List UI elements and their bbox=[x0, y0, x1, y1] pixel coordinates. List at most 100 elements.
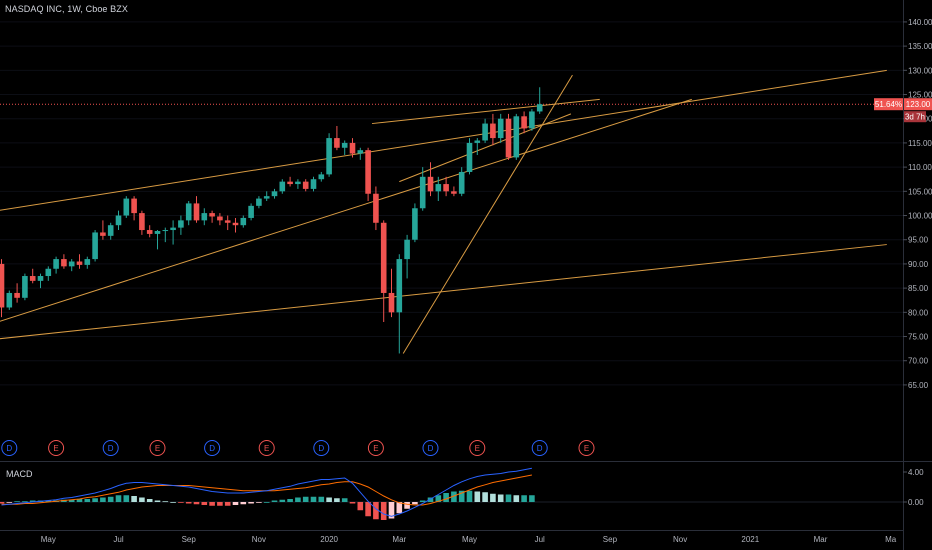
candle[interactable] bbox=[37, 273, 44, 289]
candle[interactable] bbox=[513, 113, 520, 160]
candle[interactable] bbox=[22, 273, 28, 301]
trendline[interactable] bbox=[371, 98, 600, 125]
candle[interactable] bbox=[6, 290, 13, 310]
candle[interactable] bbox=[451, 186, 457, 197]
candle[interactable] bbox=[505, 113, 512, 160]
candle[interactable] bbox=[419, 167, 426, 211]
dividend-marker[interactable]: D bbox=[204, 440, 221, 456]
candle[interactable] bbox=[435, 176, 442, 201]
candle[interactable] bbox=[139, 210, 145, 235]
candle[interactable] bbox=[326, 133, 332, 177]
candle[interactable] bbox=[373, 186, 379, 231]
price-tick-label: 140.00 bbox=[908, 18, 932, 27]
trendline[interactable] bbox=[402, 74, 573, 354]
candle[interactable] bbox=[45, 266, 52, 281]
candle[interactable] bbox=[115, 210, 122, 231]
trendlines[interactable] bbox=[0, 69, 887, 354]
dividend-marker[interactable]: D bbox=[531, 440, 548, 456]
candle[interactable] bbox=[357, 147, 364, 160]
time-tick-label: 2021 bbox=[741, 535, 759, 544]
candle[interactable] bbox=[287, 176, 293, 187]
macd-pane[interactable] bbox=[0, 467, 903, 520]
macd-line bbox=[1, 467, 532, 517]
candle[interactable] bbox=[29, 268, 36, 284]
candle[interactable] bbox=[474, 138, 481, 156]
candle[interactable] bbox=[412, 203, 418, 243]
candle[interactable] bbox=[443, 176, 449, 197]
event-marker-circle bbox=[531, 440, 548, 456]
candle[interactable] bbox=[224, 215, 231, 231]
candle[interactable] bbox=[341, 140, 348, 156]
candle[interactable] bbox=[76, 254, 83, 269]
candle[interactable] bbox=[396, 254, 403, 354]
candle[interactable] bbox=[256, 196, 262, 209]
candle[interactable] bbox=[529, 109, 535, 131]
candle[interactable] bbox=[107, 222, 114, 240]
candle[interactable] bbox=[248, 203, 254, 221]
candle[interactable] bbox=[201, 208, 208, 226]
candle[interactable] bbox=[170, 220, 176, 245]
candle[interactable] bbox=[271, 188, 278, 199]
candles[interactable] bbox=[0, 87, 543, 354]
candle[interactable] bbox=[178, 215, 184, 235]
candle[interactable] bbox=[427, 162, 434, 197]
earnings-marker[interactable]: E bbox=[149, 440, 166, 456]
candle[interactable] bbox=[14, 283, 20, 303]
candle[interactable] bbox=[193, 196, 200, 223]
candle[interactable] bbox=[185, 201, 192, 226]
candle[interactable] bbox=[365, 147, 371, 201]
time-axis[interactable]: Mar May Jul Sep Nov 2020 Mar May Jul Sep Nov 2021 Ma… bbox=[0, 535, 897, 544]
candle[interactable] bbox=[146, 225, 153, 238]
earnings-marker[interactable]: E bbox=[578, 440, 595, 456]
candle[interactable] bbox=[458, 167, 465, 197]
candle[interactable] bbox=[302, 179, 309, 192]
main-plot[interactable] bbox=[0, 21, 903, 386]
candle[interactable] bbox=[388, 268, 395, 318]
candle[interactable] bbox=[349, 138, 356, 158]
dividend-marker[interactable]: D bbox=[422, 440, 439, 456]
trendline[interactable] bbox=[0, 69, 887, 211]
candle[interactable] bbox=[334, 125, 340, 151]
candle[interactable] bbox=[100, 220, 106, 240]
candle[interactable] bbox=[92, 230, 98, 262]
candle[interactable] bbox=[68, 259, 75, 272]
candle[interactable] bbox=[53, 256, 59, 274]
candle[interactable] bbox=[521, 111, 527, 134]
candle[interactable] bbox=[318, 171, 325, 182]
earnings-marker[interactable]: E bbox=[367, 440, 384, 456]
candle[interactable] bbox=[490, 113, 496, 146]
candle[interactable] bbox=[404, 234, 410, 279]
candle[interactable] bbox=[240, 215, 247, 228]
candle[interactable] bbox=[162, 227, 169, 243]
candle[interactable] bbox=[482, 118, 488, 143]
earnings-marker[interactable]: E bbox=[48, 440, 65, 456]
macd-axis[interactable]: 4.00 0.00 bbox=[903, 468, 924, 507]
candle[interactable] bbox=[380, 220, 387, 322]
earnings-marker[interactable]: E bbox=[469, 440, 486, 456]
candle[interactable] bbox=[61, 254, 67, 269]
candle[interactable] bbox=[497, 113, 504, 143]
candle[interactable] bbox=[310, 176, 317, 192]
candle[interactable] bbox=[263, 191, 270, 201]
candle[interactable] bbox=[0, 259, 5, 318]
candle[interactable] bbox=[232, 217, 239, 233]
candle[interactable] bbox=[154, 230, 161, 250]
candle[interactable] bbox=[279, 179, 286, 194]
candle[interactable] bbox=[217, 213, 223, 226]
candle[interactable] bbox=[295, 179, 301, 189]
candle[interactable] bbox=[536, 87, 543, 114]
candle[interactable] bbox=[131, 196, 137, 221]
trendline[interactable] bbox=[399, 113, 572, 183]
candle[interactable] bbox=[123, 196, 130, 218]
candle[interactable] bbox=[84, 256, 91, 269]
candle[interactable] bbox=[209, 210, 215, 223]
candle[interactable] bbox=[466, 138, 473, 175]
dividend-marker[interactable]: D bbox=[102, 440, 119, 456]
dividend-marker[interactable]: D bbox=[313, 440, 330, 456]
earnings-marker[interactable]: E bbox=[258, 440, 275, 456]
trendline[interactable] bbox=[0, 244, 887, 340]
trendline[interactable] bbox=[0, 98, 692, 322]
dividend-marker[interactable]: D bbox=[1, 440, 18, 456]
